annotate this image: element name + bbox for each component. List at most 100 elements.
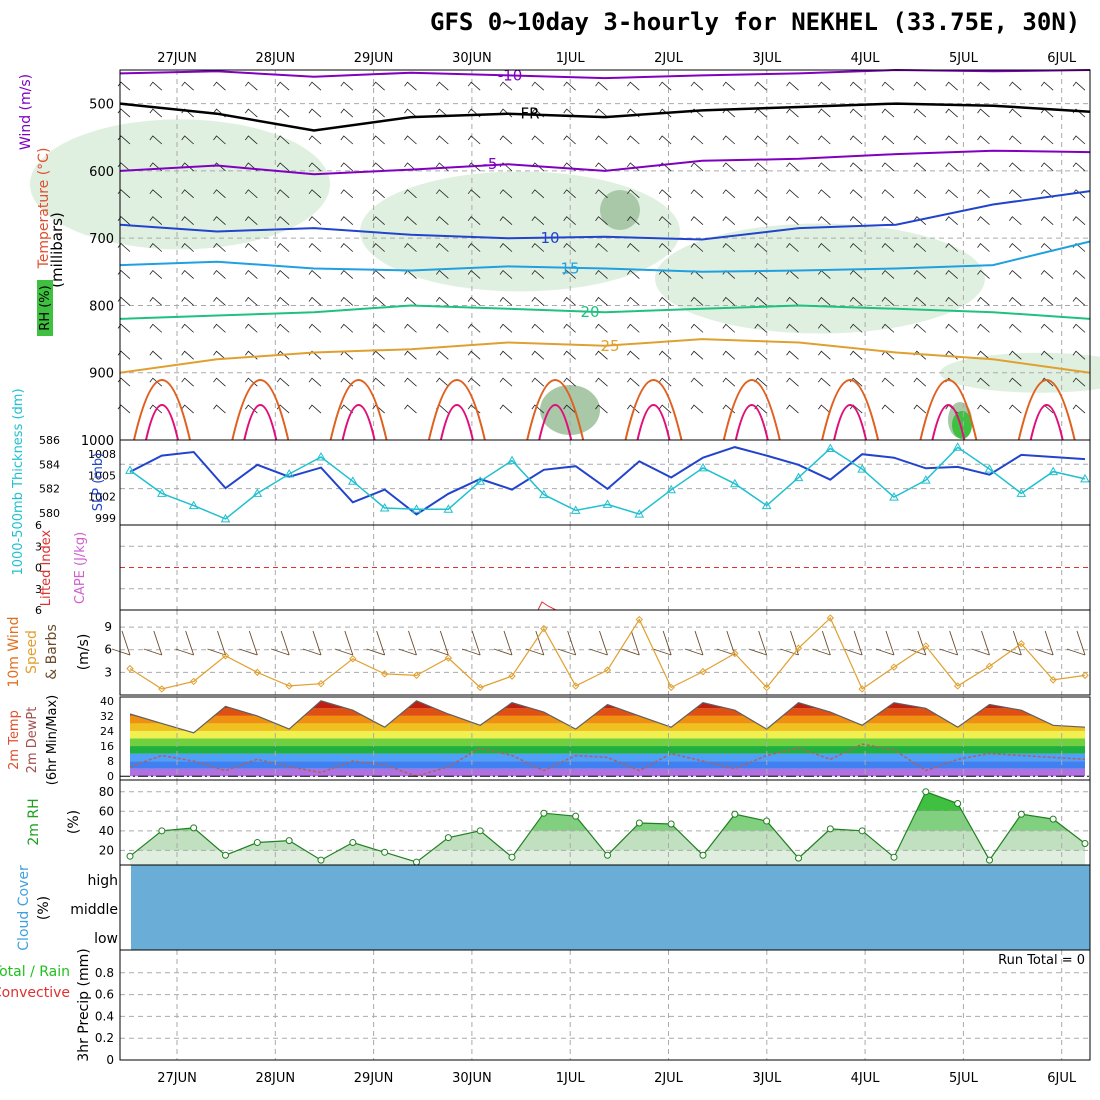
wind-barb xyxy=(467,377,481,387)
day-label-bottom: 5JUL xyxy=(949,1071,979,1086)
wind-barb xyxy=(531,135,545,145)
panel-thickness-slp xyxy=(119,439,1091,526)
wind-barb xyxy=(977,162,990,172)
temp-band xyxy=(130,753,1085,762)
wind-speed-point xyxy=(253,668,262,677)
wind-barb xyxy=(722,81,736,91)
wind-barb xyxy=(818,296,831,306)
rh-point xyxy=(285,837,293,845)
isotherm-30 xyxy=(919,379,978,441)
wind-barb xyxy=(181,350,194,360)
temp-band xyxy=(130,708,1085,716)
wind-speed-point xyxy=(890,663,898,671)
wind-barb xyxy=(563,296,576,306)
axis-label-rh: RH (%) xyxy=(38,285,53,330)
axis-label-convective: Convective xyxy=(0,985,70,1001)
slp-tick-label: 999 xyxy=(95,512,116,525)
wind-barb xyxy=(117,81,131,91)
wind-barb xyxy=(818,81,831,91)
wind-barb xyxy=(722,135,736,145)
wind-barb xyxy=(149,135,163,145)
wind-barb xyxy=(499,216,513,226)
thickness-point xyxy=(379,502,390,512)
wind-barb xyxy=(595,162,608,172)
wind-barb xyxy=(404,243,417,252)
wind-barb xyxy=(531,81,545,91)
wind-barb xyxy=(499,81,513,91)
pressure-tick-label: 500 xyxy=(89,98,114,113)
thickness-point xyxy=(952,442,963,451)
wind-barb xyxy=(531,216,545,226)
wind-speed-point xyxy=(571,682,580,690)
li-line xyxy=(537,601,557,611)
wind-barb xyxy=(913,81,927,91)
wind-barb xyxy=(149,216,163,226)
wind-speed-point xyxy=(1081,671,1089,680)
wind-barb xyxy=(499,135,513,145)
surface-wind-barb xyxy=(143,630,163,656)
wind-barb xyxy=(372,296,385,306)
wind-barb xyxy=(977,296,990,306)
panel-10m-wind xyxy=(119,609,1091,696)
wind-barb xyxy=(595,108,608,118)
rh-point xyxy=(158,827,166,835)
axis-label-rh-units: (%) xyxy=(66,810,82,834)
wind-barb xyxy=(404,296,417,306)
wind-barb xyxy=(818,377,831,387)
rh-point xyxy=(444,834,452,842)
wind-barb xyxy=(372,162,385,172)
wind-barb xyxy=(372,108,385,118)
wind-barb xyxy=(1009,323,1022,333)
wind-barb xyxy=(563,269,576,279)
rh-shading xyxy=(360,171,680,292)
surface-wind-barb xyxy=(844,630,863,656)
wind-barb xyxy=(881,269,895,279)
wind-barb xyxy=(849,243,863,252)
wind-barb xyxy=(1072,404,1086,414)
surface-wind-barb xyxy=(684,630,704,656)
thickness-point xyxy=(538,489,549,499)
wind-speed-point xyxy=(953,682,962,690)
wind-barb xyxy=(276,350,290,360)
rh-shading-dense xyxy=(540,385,600,435)
wind-barb xyxy=(722,296,736,306)
wind-barb xyxy=(945,189,958,199)
surface-wind-barb xyxy=(175,630,195,656)
rh-point xyxy=(413,858,420,866)
rh-point xyxy=(763,817,771,825)
day-label-bottom: 28JUN xyxy=(255,1071,295,1086)
axis-label-wind: Wind (m/s) xyxy=(18,74,34,150)
wind-barb xyxy=(149,108,163,118)
day-label-bottom: 4JUL xyxy=(851,1071,881,1086)
wind-barb xyxy=(754,189,767,199)
isotherm-line xyxy=(119,68,1091,80)
temp-tick-label: 40 xyxy=(100,695,114,708)
wind-barb xyxy=(308,296,322,306)
surface-wind-barb xyxy=(557,630,577,656)
wind-barb xyxy=(436,323,449,333)
wind-barb xyxy=(372,350,385,360)
rh-point xyxy=(572,812,580,820)
isotherm-35 xyxy=(734,404,769,441)
thickness-point xyxy=(507,455,517,465)
wind-barb xyxy=(881,162,895,172)
wind-speed-line xyxy=(129,616,1086,690)
wind-barb xyxy=(372,377,385,387)
wind-barb xyxy=(149,269,163,279)
wind-barb xyxy=(181,243,194,252)
wind-barb xyxy=(117,189,131,199)
isotherm-35 xyxy=(439,404,474,441)
surface-wind-barb xyxy=(398,630,417,656)
surface-wind-barb xyxy=(653,630,672,656)
wind-barb xyxy=(213,296,226,306)
day-label-top: 2JUL xyxy=(654,51,684,66)
wind-barb xyxy=(627,296,640,306)
wind-barb xyxy=(245,216,258,226)
slp-tick-label: 1008 xyxy=(88,448,116,461)
wind-barb xyxy=(658,108,672,118)
wind-barb xyxy=(499,189,513,199)
temp-band xyxy=(130,723,1085,731)
wind-barb xyxy=(1072,350,1086,360)
rh-tick-label: 80 xyxy=(99,785,114,799)
wind-barb xyxy=(690,216,704,226)
